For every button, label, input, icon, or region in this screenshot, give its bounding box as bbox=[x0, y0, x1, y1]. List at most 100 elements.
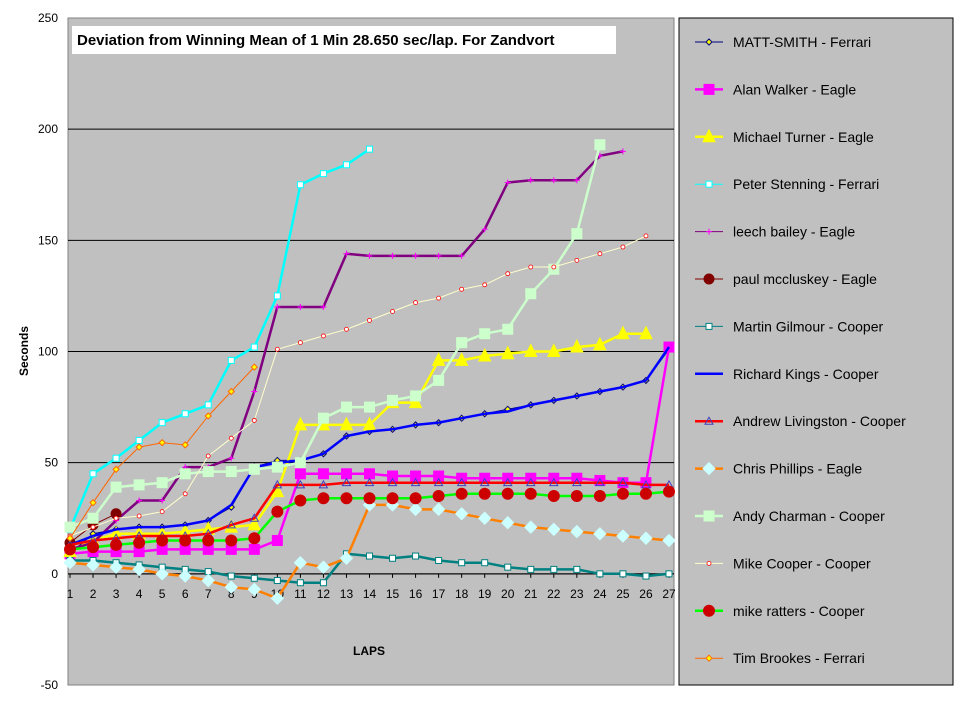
data-point bbox=[663, 485, 675, 498]
data-point bbox=[64, 543, 76, 556]
data-point bbox=[89, 498, 97, 507]
data-point bbox=[181, 410, 189, 418]
data-point bbox=[297, 304, 304, 311]
data-point bbox=[133, 479, 145, 491]
data-point bbox=[318, 479, 329, 489]
data-point bbox=[158, 419, 166, 427]
data-point bbox=[158, 438, 166, 447]
data-point bbox=[293, 416, 308, 431]
legend-label: Tim Brookes - Ferrari bbox=[733, 650, 865, 666]
series-9 bbox=[63, 498, 676, 605]
data-point bbox=[639, 531, 653, 545]
x-tick-label: 14 bbox=[363, 587, 377, 601]
data-point bbox=[228, 435, 234, 441]
x-tick-label: 25 bbox=[616, 587, 630, 601]
data-point bbox=[224, 580, 238, 594]
data-point bbox=[479, 477, 490, 487]
data-point bbox=[366, 252, 373, 259]
data-point bbox=[249, 513, 260, 522]
data-point bbox=[618, 477, 628, 487]
legend-label: mike ratters - Cooper bbox=[733, 603, 865, 619]
data-point bbox=[570, 490, 583, 503]
data-point bbox=[458, 559, 466, 567]
x-tick-label: 15 bbox=[386, 587, 400, 601]
data-point bbox=[527, 177, 534, 184]
data-point bbox=[436, 295, 442, 301]
data-point bbox=[204, 568, 212, 576]
data-point bbox=[248, 463, 260, 475]
x-tick-label: 18 bbox=[455, 587, 469, 601]
data-point bbox=[202, 534, 215, 547]
data-point bbox=[225, 534, 238, 547]
series-4 bbox=[67, 148, 626, 553]
data-point bbox=[364, 401, 375, 413]
legend-label: Martin Gilmour - Cooper bbox=[733, 318, 883, 334]
legend-marker bbox=[705, 322, 713, 330]
data-point bbox=[90, 524, 96, 530]
legend-marker bbox=[703, 604, 715, 617]
data-point bbox=[89, 470, 97, 478]
data-point bbox=[456, 337, 468, 349]
title-box bbox=[72, 26, 616, 54]
data-point bbox=[250, 363, 259, 371]
data-point bbox=[501, 487, 514, 500]
data-point bbox=[619, 570, 627, 578]
x-tick-label: 22 bbox=[547, 587, 561, 601]
x-tick-label: 5 bbox=[159, 587, 166, 601]
data-point bbox=[204, 401, 212, 409]
data-point bbox=[409, 492, 422, 505]
legend-marker bbox=[703, 510, 715, 522]
data-point bbox=[112, 465, 120, 474]
data-point bbox=[294, 457, 306, 469]
legend-marker bbox=[705, 654, 713, 662]
data-point bbox=[620, 244, 626, 250]
data-point bbox=[251, 388, 258, 395]
data-point bbox=[271, 534, 283, 546]
data-point bbox=[64, 521, 76, 533]
data-point bbox=[133, 536, 146, 549]
x-tick-label: 23 bbox=[570, 587, 584, 601]
data-point bbox=[431, 502, 446, 517]
series-13 bbox=[66, 363, 259, 542]
data-point bbox=[87, 541, 100, 554]
data-point bbox=[525, 477, 536, 487]
data-point bbox=[433, 470, 445, 482]
data-point bbox=[458, 252, 465, 259]
data-point bbox=[593, 336, 607, 351]
data-point bbox=[550, 565, 558, 573]
legend-marker bbox=[706, 228, 712, 235]
data-point bbox=[639, 325, 653, 340]
data-point bbox=[159, 509, 165, 514]
data-point bbox=[340, 401, 352, 413]
data-point bbox=[479, 328, 491, 340]
data-point bbox=[251, 418, 257, 423]
data-point bbox=[525, 288, 537, 300]
x-axis-label: LAPS bbox=[353, 644, 385, 658]
data-point bbox=[181, 441, 189, 449]
data-point bbox=[595, 477, 605, 487]
data-point bbox=[481, 226, 488, 233]
data-point bbox=[271, 461, 283, 473]
data-point bbox=[274, 304, 281, 311]
legend-marker bbox=[703, 83, 715, 95]
x-tick-label: 26 bbox=[639, 587, 653, 601]
data-point bbox=[547, 522, 561, 537]
data-point bbox=[202, 466, 214, 478]
data-point bbox=[270, 591, 285, 605]
data-point bbox=[159, 497, 166, 504]
x-tick-label: 19 bbox=[478, 587, 492, 601]
data-point bbox=[435, 252, 442, 259]
data-point bbox=[341, 477, 352, 487]
x-tick-label: 24 bbox=[593, 587, 607, 601]
data-point bbox=[343, 250, 350, 257]
data-point bbox=[389, 554, 397, 562]
data-point bbox=[296, 181, 304, 189]
data-point bbox=[109, 560, 123, 574]
data-point bbox=[547, 490, 560, 503]
data-point bbox=[433, 374, 445, 386]
legend-label: Peter Stenning - Ferrari bbox=[733, 176, 879, 192]
data-point bbox=[272, 479, 283, 489]
y-tick-label: 100 bbox=[38, 345, 58, 359]
data-point bbox=[156, 534, 169, 547]
